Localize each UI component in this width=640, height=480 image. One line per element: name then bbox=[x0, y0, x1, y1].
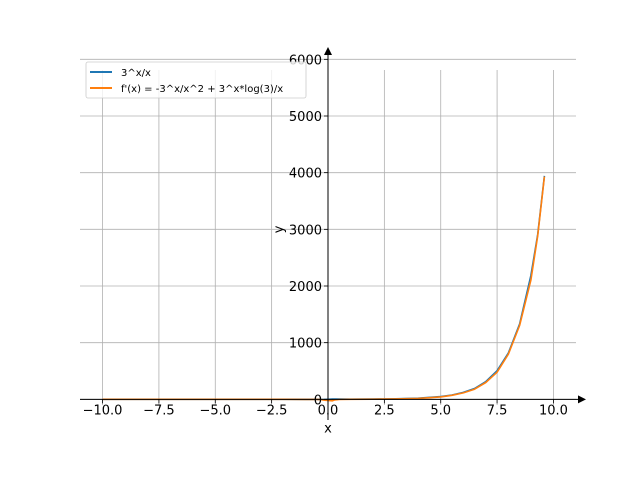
legend-box bbox=[85, 61, 307, 99]
x-tick-label: 5.0 bbox=[430, 403, 451, 418]
y-axis-label: y bbox=[272, 225, 287, 233]
axes bbox=[80, 47, 586, 420]
y-tick-label: 4000 bbox=[289, 167, 322, 182]
y-tick-label: 2000 bbox=[289, 280, 322, 295]
x-tick-label: 10.0 bbox=[539, 403, 568, 418]
y-axis-arrow bbox=[324, 47, 332, 55]
y-tick-label: 5000 bbox=[289, 110, 322, 125]
x-tick-label: −2.5 bbox=[256, 403, 288, 418]
series-layer bbox=[102, 175, 546, 402]
x-axis-arrow bbox=[578, 395, 586, 404]
x-tick-label: 2.5 bbox=[374, 403, 395, 418]
y-tick-label: 0 bbox=[314, 393, 322, 408]
x-tick-label: −7.5 bbox=[143, 403, 175, 418]
y-tick-label: 3000 bbox=[289, 223, 322, 238]
y-tick-label: 1000 bbox=[289, 337, 322, 352]
series-line-1 bbox=[102, 176, 546, 402]
x-axis-label: x bbox=[324, 421, 332, 436]
x-tick-label: 7.5 bbox=[487, 403, 508, 418]
legend: 3^x/x f'(x) = -3^x/x^2 + 3^x*log(3)/x bbox=[85, 61, 307, 99]
x-tick-label: −10.0 bbox=[83, 403, 123, 418]
x-tick-label: −5.0 bbox=[199, 403, 231, 418]
legend-label: 3^x/x bbox=[121, 68, 151, 79]
legend-label: f'(x) = -3^x/x^2 + 3^x*log(3)/x bbox=[121, 84, 283, 95]
series-line-0 bbox=[102, 175, 546, 401]
x-tick-label: 0.0 bbox=[318, 403, 339, 418]
ticks: −10.0 −7.5 −5.0 −2.5 0.0 2.5 5.0 7.5 10.0 0 1000 20… bbox=[83, 53, 568, 418]
